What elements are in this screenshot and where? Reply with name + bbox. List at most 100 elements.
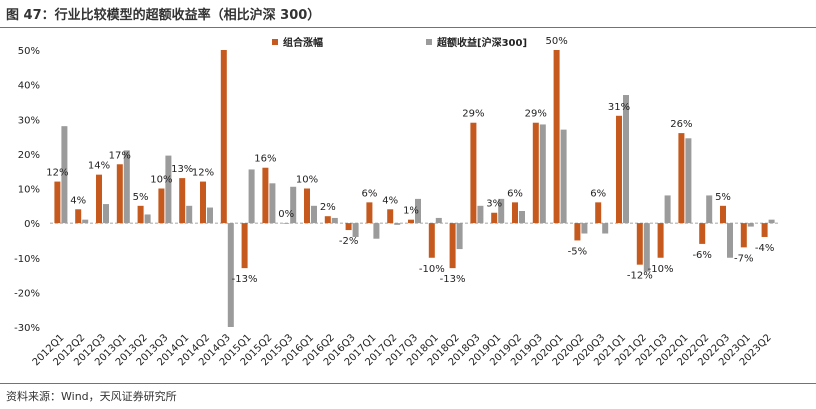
y-tick-label: -20% bbox=[14, 288, 40, 299]
bar-excess-return bbox=[290, 186, 297, 224]
bar-excess-return bbox=[311, 205, 317, 224]
bar-portfolio-return bbox=[179, 178, 186, 224]
data-label: 12% bbox=[46, 168, 68, 179]
bar-portfolio-return bbox=[740, 223, 747, 248]
bar-portfolio-return bbox=[720, 205, 726, 224]
data-label: 26% bbox=[670, 119, 692, 130]
data-label: 12% bbox=[192, 168, 214, 179]
bar-excess-return bbox=[103, 204, 109, 224]
data-label: -7% bbox=[734, 253, 753, 264]
bar-excess-return bbox=[373, 223, 380, 239]
bar-portfolio-return bbox=[428, 223, 435, 258]
data-label: -13% bbox=[440, 274, 466, 285]
data-label: 5% bbox=[715, 192, 731, 203]
bar-portfolio-return bbox=[137, 205, 144, 224]
source-note: 资料来源：Wind，天风证券研究所 bbox=[6, 390, 177, 403]
bar-excess-return bbox=[539, 124, 546, 224]
data-label: 16% bbox=[254, 154, 276, 165]
source-divider bbox=[0, 383, 816, 384]
y-tick-label: 20% bbox=[18, 150, 40, 161]
data-label: 5% bbox=[133, 192, 149, 203]
data-label: 50% bbox=[545, 36, 567, 47]
bar-excess-return bbox=[581, 223, 588, 234]
bar-excess-return bbox=[747, 223, 754, 227]
data-label: -10% bbox=[648, 264, 674, 275]
y-tick-label: 50% bbox=[18, 46, 40, 57]
y-tick-label: 40% bbox=[18, 81, 40, 92]
bar-excess-return bbox=[227, 223, 234, 327]
data-label: 1% bbox=[403, 206, 419, 217]
bar-portfolio-return bbox=[574, 223, 581, 241]
data-label: 0% bbox=[278, 209, 294, 220]
bar-excess-return bbox=[768, 219, 775, 224]
bar-portfolio-return bbox=[449, 223, 456, 269]
bar-portfolio-return bbox=[283, 223, 290, 224]
legend-swatch-excess bbox=[426, 39, 432, 45]
bar-excess-return bbox=[165, 155, 172, 224]
chart-title: 图 47：行业比较模型的超额收益率（相比沪深 300） bbox=[6, 8, 321, 23]
y-tick-label: -10% bbox=[14, 254, 40, 265]
data-label: 10% bbox=[150, 175, 172, 186]
legend-label-portfolio: 组合涨幅 bbox=[283, 36, 323, 49]
y-tick-label: -30% bbox=[14, 323, 40, 334]
data-label: -4% bbox=[755, 243, 774, 254]
bar-portfolio-return bbox=[75, 209, 82, 224]
bar-portfolio-return bbox=[366, 202, 373, 224]
data-label: 29% bbox=[525, 109, 547, 120]
bar-excess-return bbox=[123, 150, 130, 224]
bar-portfolio-return bbox=[116, 164, 123, 224]
data-label: 13% bbox=[171, 164, 193, 175]
bar-portfolio-return bbox=[54, 181, 61, 224]
bar-excess-return bbox=[623, 95, 629, 224]
data-label: -12% bbox=[627, 271, 653, 282]
data-label: -2% bbox=[339, 236, 358, 247]
data-label: 31% bbox=[608, 102, 630, 113]
bar-excess-return bbox=[727, 223, 733, 258]
bar-excess-return bbox=[394, 223, 401, 225]
bar-excess-return bbox=[331, 217, 338, 224]
bar-portfolio-return bbox=[657, 223, 664, 258]
bar-excess-return bbox=[248, 169, 255, 224]
bar-portfolio-return bbox=[636, 223, 643, 265]
bar-portfolio-return bbox=[262, 167, 269, 224]
bar-portfolio-return bbox=[304, 188, 310, 224]
title-divider bbox=[0, 27, 816, 28]
bar-portfolio-return bbox=[512, 202, 518, 224]
data-label: 2% bbox=[320, 202, 336, 213]
bar-excess-return bbox=[706, 195, 713, 224]
data-label: 29% bbox=[462, 109, 484, 120]
bar-portfolio-return bbox=[678, 133, 685, 224]
bar-excess-return bbox=[477, 205, 484, 224]
data-label: -10% bbox=[419, 264, 445, 275]
bar-portfolio-return bbox=[532, 122, 539, 224]
bar-portfolio-return bbox=[324, 216, 331, 224]
data-label: -6% bbox=[692, 250, 711, 261]
bar-portfolio-return bbox=[158, 188, 165, 224]
data-label: 6% bbox=[361, 188, 377, 199]
data-labels: 12%4%14%17%5%10%13%12%-13%16%0%10%2%-2%6… bbox=[46, 36, 774, 285]
bar-portfolio-return bbox=[96, 174, 102, 224]
bar-excess-return bbox=[602, 223, 609, 234]
bar-excess-return bbox=[352, 223, 359, 237]
bar-excess-return bbox=[82, 219, 89, 224]
bar-excess-return bbox=[144, 214, 151, 224]
bar-portfolio-return bbox=[616, 115, 622, 224]
legend-swatch-portfolio bbox=[272, 39, 278, 45]
bar-portfolio-return bbox=[220, 50, 227, 224]
bar-portfolio-return bbox=[470, 122, 477, 224]
bar-portfolio-return bbox=[241, 223, 248, 269]
bar-portfolio-return bbox=[345, 223, 352, 231]
data-label: -5% bbox=[568, 246, 587, 257]
bar-excess-return bbox=[207, 207, 213, 224]
data-label: 17% bbox=[109, 150, 131, 161]
bar-excess-return bbox=[415, 198, 421, 224]
bar-excess-return bbox=[435, 217, 442, 224]
bar-portfolio-return bbox=[761, 223, 768, 237]
bar-portfolio-return bbox=[408, 219, 414, 224]
legend: 组合涨幅 超额收益[沪深300] bbox=[272, 36, 527, 49]
bar-excess-return bbox=[498, 198, 505, 224]
bar-portfolio-return bbox=[553, 50, 560, 224]
data-label: 14% bbox=[88, 161, 110, 172]
bar-portfolio-return bbox=[699, 223, 706, 244]
data-label: 4% bbox=[382, 195, 398, 206]
